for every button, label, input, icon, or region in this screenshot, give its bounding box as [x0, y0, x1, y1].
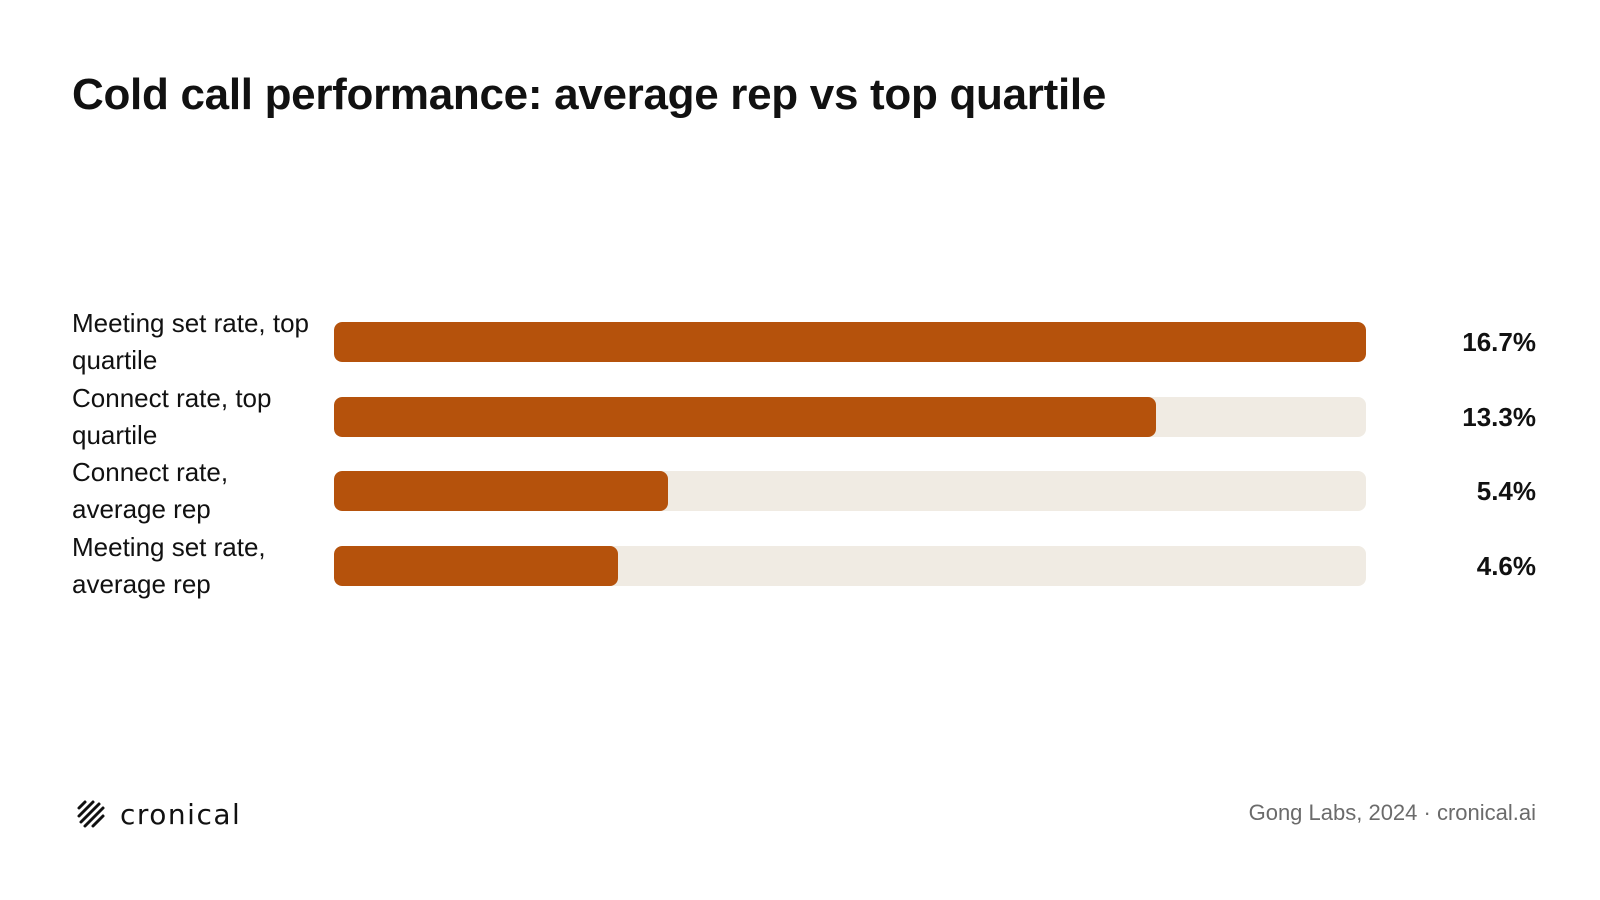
bar: [334, 545, 618, 586]
category-label: Connect rate, average rep: [72, 457, 229, 524]
bar: [334, 396, 1156, 437]
bar-row: Connect rate, average rep 5.4%: [0, 454, 1600, 528]
bar-track: [334, 471, 1366, 511]
data-label: 13.3%: [1462, 401, 1536, 432]
bar-track: [334, 545, 1366, 586]
bar: [334, 322, 1366, 362]
brand-logo: cronical: [76, 797, 242, 831]
bar-track: [334, 322, 1366, 362]
category-label: Meeting set rate, average rep: [72, 531, 266, 599]
data-label: 5.4%: [1476, 476, 1536, 506]
bar-row: Meeting set rate, top quartile 16.7%: [0, 305, 1600, 379]
bar-row: Meeting set rate, average rep 4.6%: [0, 529, 1600, 603]
bar: [334, 471, 668, 511]
category-label: Connect rate, top quartile: [72, 382, 272, 450]
data-label: 16.7%: [1462, 327, 1536, 357]
brand-name: cronical: [120, 797, 242, 831]
hatch-logo-icon: [77, 800, 105, 828]
category-label: Meeting set rate, top quartile: [72, 308, 310, 375]
bar-row: Connect rate, top quartile 13.3%: [0, 380, 1600, 454]
source-note: Gong Labs, 2024 · cronical.ai: [1248, 800, 1536, 825]
bar-track: [334, 396, 1366, 437]
chart-title: Cold call performance: average rep vs to…: [72, 70, 1106, 119]
data-label: 4.6%: [1476, 550, 1536, 581]
